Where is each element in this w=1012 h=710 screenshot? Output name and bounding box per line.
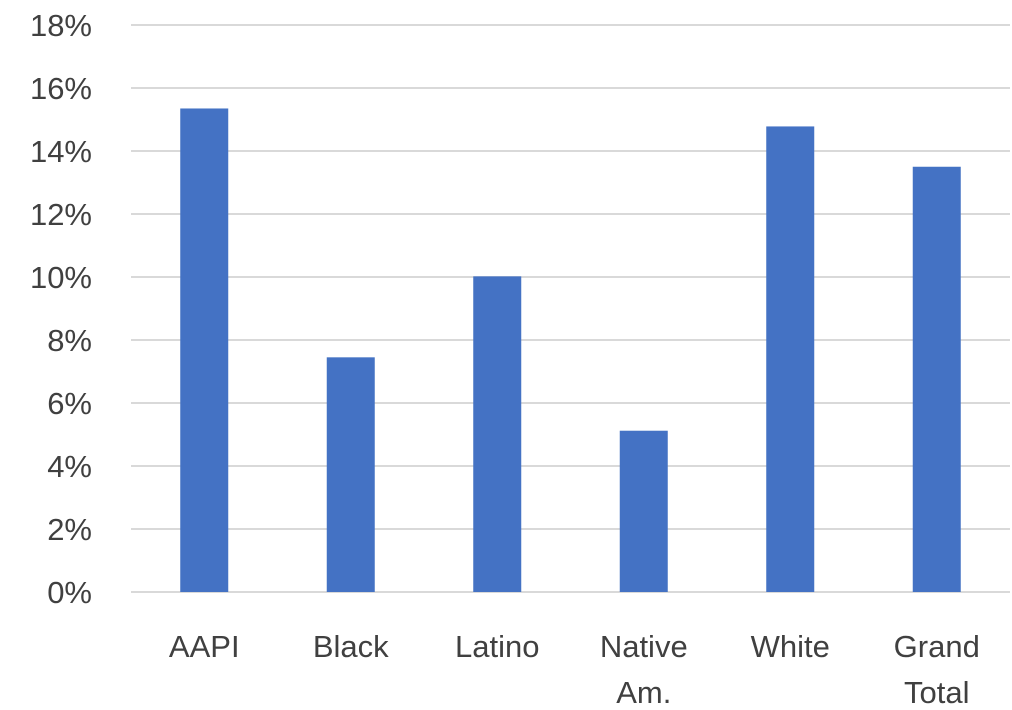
y-axis-ticks: 0% 2% 4% 6% 8% 10% 12% 14% 16% 18% [30,8,92,610]
bars [180,108,961,593]
x-tick-label: Am. [616,675,671,710]
bar [912,166,961,592]
y-tick-label: 12% [30,197,92,232]
x-axis-labels: AAPI Black Latino Native Am. White Grand Total [169,629,980,710]
bar [619,430,668,592]
x-tick-label: Latino [455,629,539,664]
x-tick-label: AAPI [169,629,240,664]
bar [766,126,815,593]
y-tick-label: 6% [47,386,92,421]
x-tick-label: Total [904,675,969,710]
x-tick-label: Native [600,629,688,664]
gridlines [131,24,1010,593]
y-tick-label: 4% [47,449,92,484]
bar [326,357,375,592]
x-tick-label: White [751,629,830,664]
y-tick-label: 0% [47,575,92,610]
y-tick-label: 10% [30,260,92,295]
y-tick-label: 18% [30,8,92,43]
bar [473,276,522,592]
y-tick-label: 14% [30,134,92,169]
y-tick-label: 2% [47,512,92,547]
y-tick-label: 8% [47,323,92,358]
bar [180,108,229,592]
x-tick-label: Grand [894,629,980,664]
y-tick-label: 16% [30,71,92,106]
x-tick-label: Black [313,629,389,664]
